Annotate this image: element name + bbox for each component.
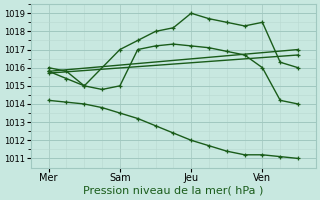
X-axis label: Pression niveau de la mer( hPa ): Pression niveau de la mer( hPa ) [83, 186, 264, 196]
